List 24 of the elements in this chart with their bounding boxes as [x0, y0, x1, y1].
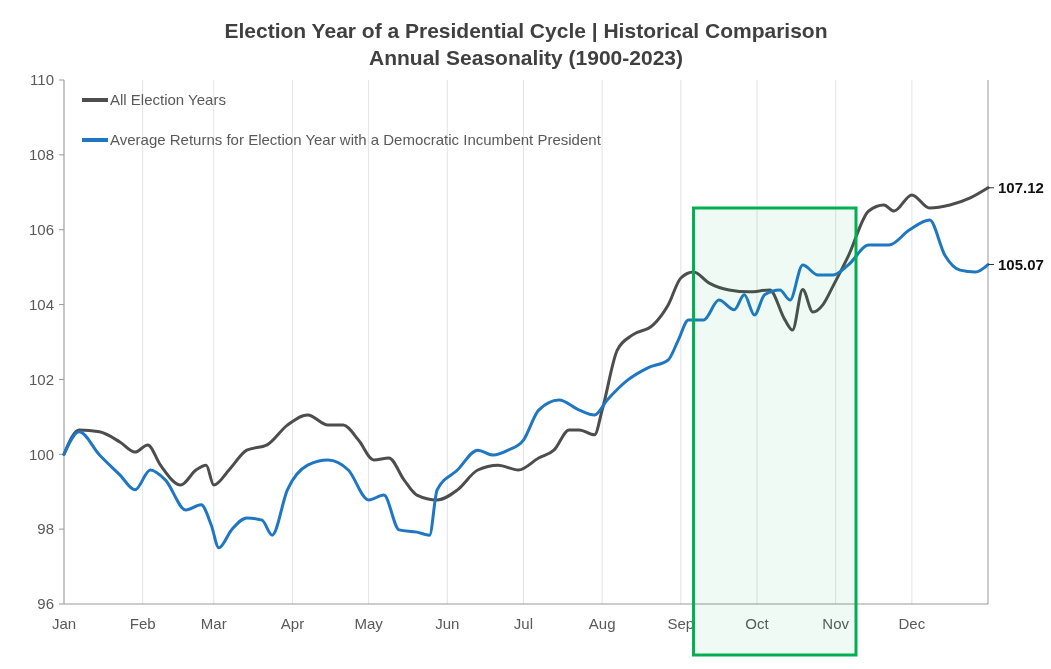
x-tick-label: Oct: [745, 615, 770, 632]
y-tick-label: 98: [37, 520, 54, 538]
annotation: 105.07: [998, 255, 1044, 273]
x-tick-label: Dec: [898, 615, 926, 632]
x-tick-label: Nov: [822, 615, 850, 632]
y-tick-label: 110: [30, 71, 54, 89]
x-tick-label: Jun: [435, 615, 460, 632]
x-tick-label: Mar: [200, 615, 227, 632]
annotation: 107.12: [998, 179, 1044, 197]
x-tick-label: Jul: [513, 615, 534, 632]
y-tick-label: 96: [37, 595, 54, 613]
legend-label: All Election Years: [110, 91, 226, 109]
x-tick-label: May: [354, 615, 384, 632]
y-tick-label: 100: [28, 445, 54, 463]
legend-label: Average Returns for Election Year with a Democratic Incumbent President: [110, 131, 602, 149]
x-tick-label: Apr: [280, 615, 305, 632]
x-tick-label: Aug: [588, 615, 616, 632]
y-tick-label: 102: [28, 370, 54, 388]
y-tick-label: 108: [28, 146, 54, 164]
x-tick-label: Feb: [129, 615, 156, 632]
chart-title: Election Year of a Presidential Cycle | Historical Comparison Annual Seasonality (1900-2023): [224, 19, 828, 69]
y-tick-label: 106: [28, 220, 54, 238]
x-tick-label: Jan: [51, 615, 77, 632]
y-tick-label: 104: [28, 295, 54, 313]
